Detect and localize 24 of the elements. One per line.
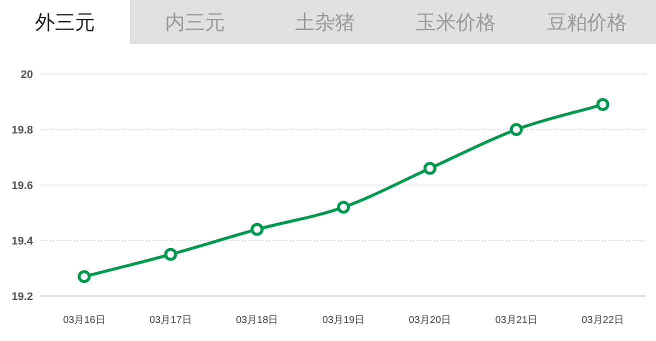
point	[423, 162, 436, 175]
chart-title: 外三元	[35, 12, 95, 34]
x-tick-label: 03月20日	[408, 315, 452, 326]
point	[164, 248, 178, 261]
y-tick-label: 20	[20, 69, 33, 81]
point	[250, 222, 264, 236]
x-tick-label: 03月17日	[150, 315, 192, 326]
x-tick-label: 03月16日	[63, 315, 106, 326]
y-tick-label: 19.4	[12, 236, 34, 248]
y-tick-label: 19.2	[12, 291, 33, 303]
text: 土杂猪	[295, 12, 355, 34]
text: 豆粕价格	[547, 12, 627, 34]
x-tick-label: 03月21日	[495, 315, 538, 326]
point	[337, 200, 350, 214]
x-tick-label: 03月18日	[236, 315, 278, 326]
y-tick-label: 19.8	[12, 124, 33, 136]
point	[596, 98, 610, 112]
text: 内三元	[165, 12, 225, 34]
point	[510, 123, 523, 136]
point	[78, 270, 91, 284]
y-tick-label: 19.6	[12, 180, 33, 192]
x-tick-label: 03月22日	[582, 315, 624, 326]
text: 玉米价格	[416, 12, 496, 34]
x-tick-label: 03月19日	[322, 315, 365, 326]
